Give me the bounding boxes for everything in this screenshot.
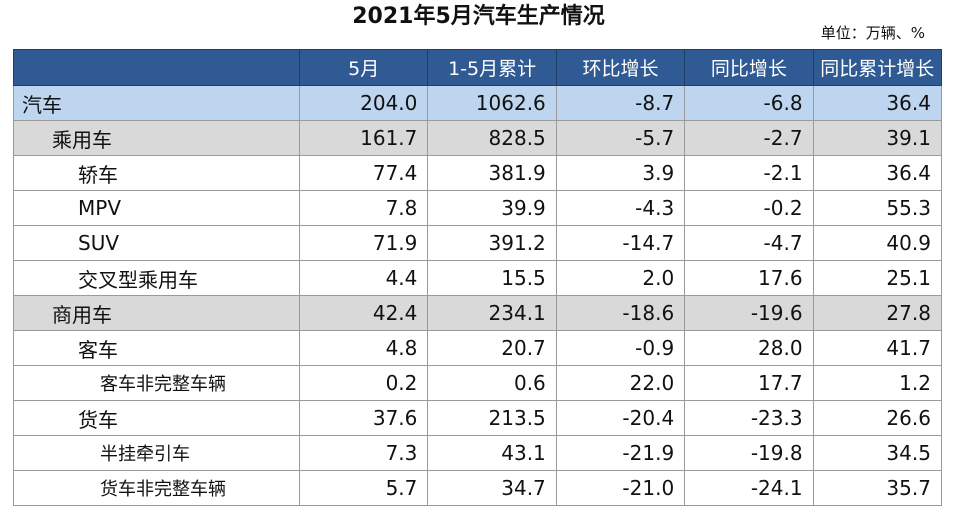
value-cell: -21.0 bbox=[555, 470, 686, 506]
row-label: 客车 bbox=[13, 330, 300, 366]
value-cell: -21.9 bbox=[555, 435, 686, 471]
value-cell: 55.3 bbox=[812, 190, 942, 226]
value-cell: 234.1 bbox=[427, 295, 557, 331]
table-row: 汽车 204.0 1062.6 -8.7 -6.8 36.4 bbox=[13, 85, 942, 121]
value-cell: -2.1 bbox=[684, 155, 814, 191]
value-cell: 4.8 bbox=[298, 330, 429, 366]
table-row: MPV 7.8 39.9 -4.3 -0.2 55.3 bbox=[13, 190, 942, 226]
row-label: 轿车 bbox=[13, 155, 300, 191]
value-cell: 381.9 bbox=[427, 155, 557, 191]
value-cell: 7.3 bbox=[298, 435, 429, 471]
value-cell: 391.2 bbox=[427, 225, 557, 261]
header-cell-mom: 环比增长 bbox=[555, 49, 686, 86]
value-cell: 161.7 bbox=[298, 120, 429, 156]
value-cell: 35.7 bbox=[812, 470, 942, 506]
value-cell: -19.6 bbox=[684, 295, 814, 331]
value-cell: 27.8 bbox=[812, 295, 942, 331]
row-label: 半挂牵引车 bbox=[13, 435, 300, 471]
value-cell: 0.6 bbox=[427, 365, 557, 401]
value-cell: -8.7 bbox=[555, 85, 686, 121]
value-cell: 77.4 bbox=[298, 155, 429, 191]
row-label: SUV bbox=[13, 225, 300, 261]
value-cell: 26.6 bbox=[812, 400, 942, 436]
value-cell: -19.8 bbox=[684, 435, 814, 471]
value-cell: 39.1 bbox=[812, 120, 942, 156]
table-row: 乘用车 161.7 828.5 -5.7 -2.7 39.1 bbox=[13, 120, 942, 156]
value-cell: 3.9 bbox=[555, 155, 686, 191]
page-title: 2021年5月汽车生产情况 bbox=[352, 4, 605, 29]
value-cell: 39.9 bbox=[427, 190, 557, 226]
value-cell: -2.7 bbox=[684, 120, 814, 156]
row-label: 货车 bbox=[13, 400, 300, 436]
value-cell: 5.7 bbox=[298, 470, 429, 506]
value-cell: 41.7 bbox=[812, 330, 942, 366]
row-label: 客车非完整车辆 bbox=[13, 365, 300, 401]
value-cell: -4.3 bbox=[555, 190, 686, 226]
value-cell: 43.1 bbox=[427, 435, 557, 471]
value-cell: -20.4 bbox=[555, 400, 686, 436]
value-cell: 204.0 bbox=[298, 85, 429, 121]
value-cell: -24.1 bbox=[684, 470, 814, 506]
header-cell-cumulative: 1-5月累计 bbox=[427, 49, 557, 86]
table-row: 客车 4.8 20.7 -0.9 28.0 41.7 bbox=[13, 330, 942, 366]
unit-label: 单位：万辆、% bbox=[820, 24, 925, 42]
value-cell: -0.9 bbox=[555, 330, 686, 366]
table-row: 轿车 77.4 381.9 3.9 -2.1 36.4 bbox=[13, 155, 942, 191]
table-row: 客车非完整车辆 0.2 0.6 22.0 17.7 1.2 bbox=[13, 365, 942, 401]
header-cell-yoy-cumulative: 同比累计增长 bbox=[812, 49, 942, 86]
value-cell: -4.7 bbox=[684, 225, 814, 261]
value-cell: 17.7 bbox=[684, 365, 814, 401]
header-cell-blank bbox=[13, 49, 300, 86]
row-label: 商用车 bbox=[13, 295, 300, 331]
value-cell: 36.4 bbox=[812, 155, 942, 191]
value-cell: -0.2 bbox=[684, 190, 814, 226]
value-cell: 36.4 bbox=[812, 85, 942, 121]
value-cell: 28.0 bbox=[684, 330, 814, 366]
header-cell-may: 5月 bbox=[298, 49, 429, 86]
value-cell: 25.1 bbox=[812, 260, 942, 296]
value-cell: 34.5 bbox=[812, 435, 942, 471]
value-cell: -18.6 bbox=[555, 295, 686, 331]
table-row: 交叉型乘用车 4.4 15.5 2.0 17.6 25.1 bbox=[13, 260, 942, 296]
table-row: 半挂牵引车 7.3 43.1 -21.9 -19.8 34.5 bbox=[13, 435, 942, 471]
row-label: 货车非完整车辆 bbox=[13, 470, 300, 506]
value-cell: 7.8 bbox=[298, 190, 429, 226]
table-row: 货车非完整车辆 5.7 34.7 -21.0 -24.1 35.7 bbox=[13, 470, 942, 506]
value-cell: 4.4 bbox=[298, 260, 429, 296]
value-cell: 213.5 bbox=[427, 400, 557, 436]
value-cell: 40.9 bbox=[812, 225, 942, 261]
table-row: 货车 37.6 213.5 -20.4 -23.3 26.6 bbox=[13, 400, 942, 436]
value-cell: 37.6 bbox=[298, 400, 429, 436]
row-label: 汽车 bbox=[13, 85, 300, 121]
value-cell: 1062.6 bbox=[427, 85, 557, 121]
value-cell: 17.6 bbox=[684, 260, 814, 296]
value-cell: 2.0 bbox=[555, 260, 686, 296]
value-cell: -23.3 bbox=[684, 400, 814, 436]
value-cell: 34.7 bbox=[427, 470, 557, 506]
value-cell: 22.0 bbox=[555, 365, 686, 401]
value-cell: -5.7 bbox=[555, 120, 686, 156]
value-cell: 0.2 bbox=[298, 365, 429, 401]
table-row: SUV 71.9 391.2 -14.7 -4.7 40.9 bbox=[13, 225, 942, 261]
value-cell: -6.8 bbox=[684, 85, 814, 121]
value-cell: 20.7 bbox=[427, 330, 557, 366]
row-label: 交叉型乘用车 bbox=[13, 260, 300, 296]
value-cell: 1.2 bbox=[812, 365, 942, 401]
value-cell: 71.9 bbox=[298, 225, 429, 261]
value-cell: 828.5 bbox=[427, 120, 557, 156]
row-label: 乘用车 bbox=[13, 120, 300, 156]
value-cell: 42.4 bbox=[298, 295, 429, 331]
row-label: MPV bbox=[13, 190, 300, 226]
table-row: 商用车 42.4 234.1 -18.6 -19.6 27.8 bbox=[13, 295, 942, 331]
header-cell-yoy: 同比增长 bbox=[684, 49, 814, 86]
value-cell: 15.5 bbox=[427, 260, 557, 296]
value-cell: -14.7 bbox=[555, 225, 686, 261]
production-table: 5月 1-5月累计 环比增长 同比增长 同比累计增长 汽车 204.0 1062.6… bbox=[13, 49, 942, 506]
table-header-row: 5月 1-5月累计 环比增长 同比增长 同比累计增长 bbox=[13, 49, 942, 86]
